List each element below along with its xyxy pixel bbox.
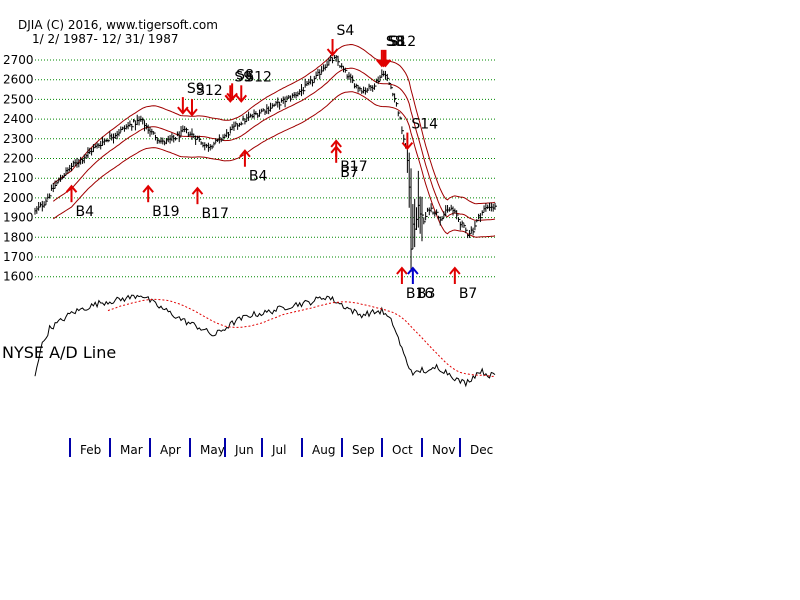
signal-label: S9 — [187, 81, 205, 97]
signal-label: B16 — [406, 286, 434, 302]
signal-s9: S9 — [224, 69, 252, 103]
y-tick-label: 1900 — [3, 211, 34, 225]
month-label: Dec — [470, 443, 493, 457]
signal-b17: B17 — [191, 186, 229, 222]
signal-b16: B16 — [396, 266, 434, 302]
signal-label: B7 — [340, 165, 359, 181]
y-tick-label: 1800 — [3, 230, 34, 244]
month-axis: Feb Mar Apr May Jun Jul Aug Sep Oct Nov Dec — [69, 438, 493, 457]
signal-label: S12 — [196, 83, 223, 99]
month-label: Jun — [234, 443, 254, 457]
ad-line-panel — [34, 294, 496, 388]
y-tick-label: 2600 — [3, 73, 34, 87]
price-bars — [34, 55, 497, 272]
signal-label: B17 — [340, 159, 367, 175]
band-lines — [52, 43, 496, 238]
signal-label: S12 — [389, 34, 416, 50]
y-tick-labels: 2700 2600 2500 2400 2300 2200 2100 2000 1900 1800… — [3, 53, 34, 284]
chart-header-line2: 1/ 2/ 1987- 12/ 31/ 1987 — [32, 32, 178, 46]
signal-label: S4 — [337, 23, 355, 39]
lower-band-line — [53, 91, 496, 238]
signal-label: B4 — [76, 204, 95, 220]
middle-band-line — [52, 67, 496, 221]
signal-b4: B4 — [239, 149, 268, 185]
y-tick-label: 2100 — [3, 171, 34, 185]
month-label: Sep — [352, 443, 375, 457]
signal-b19: B19 — [142, 184, 180, 220]
signal-label: S9 — [234, 69, 252, 85]
signal-label: S12 — [245, 69, 272, 85]
month-label: May — [200, 443, 225, 457]
y-tick-label: 1600 — [3, 270, 34, 284]
signal-label: S8 — [388, 34, 406, 50]
signal-b7: B7 — [449, 266, 478, 302]
signal-s9: S9 — [177, 81, 205, 115]
month-label: Aug — [312, 443, 335, 457]
y-tick-label: 2700 — [3, 53, 34, 67]
signal-label: S8 — [236, 67, 254, 83]
chart-header-line1: DJIA (C) 2016, www.tigersoft.com — [18, 18, 218, 32]
y-tick-label: 2300 — [3, 132, 34, 146]
month-label: Apr — [160, 443, 181, 457]
signal-s12: S12 — [235, 69, 272, 103]
signal-label: B19 — [152, 204, 179, 220]
month-label: Oct — [392, 443, 413, 457]
ad-line-label: NYSE A/D Line — [2, 343, 116, 362]
signal-label: S8 — [386, 34, 404, 50]
month-label: Nov — [432, 443, 455, 457]
y-tick-label: 2500 — [3, 92, 34, 106]
y-tick-label: 2400 — [3, 112, 34, 126]
signal-label: S14 — [411, 117, 438, 133]
signal-label: B3 — [417, 286, 436, 302]
signal-b4: B4 — [65, 184, 95, 220]
signal-s12: S12 — [186, 83, 223, 117]
ad-moving-average — [107, 298, 496, 377]
signal-b17: B17 — [330, 139, 368, 175]
upper-band-line — [52, 43, 496, 205]
signal-label: B17 — [201, 206, 228, 222]
signal-b3: B3 — [407, 266, 436, 302]
signal-label: B4 — [249, 169, 268, 185]
month-label: Mar — [120, 443, 143, 457]
signal-s12: S12 — [379, 34, 416, 68]
y-tick-label: 1700 — [3, 250, 34, 264]
signal-s14: S14 — [401, 117, 438, 151]
signal-b7: B7 — [330, 145, 359, 181]
y-tick-label: 2200 — [3, 152, 34, 166]
month-label: Feb — [80, 443, 101, 457]
signal-label: B7 — [459, 286, 478, 302]
signal-s4: S4 — [326, 23, 355, 57]
ad-line — [34, 294, 496, 388]
month-label: Jul — [271, 443, 286, 457]
y-tick-label: 2000 — [3, 191, 34, 205]
